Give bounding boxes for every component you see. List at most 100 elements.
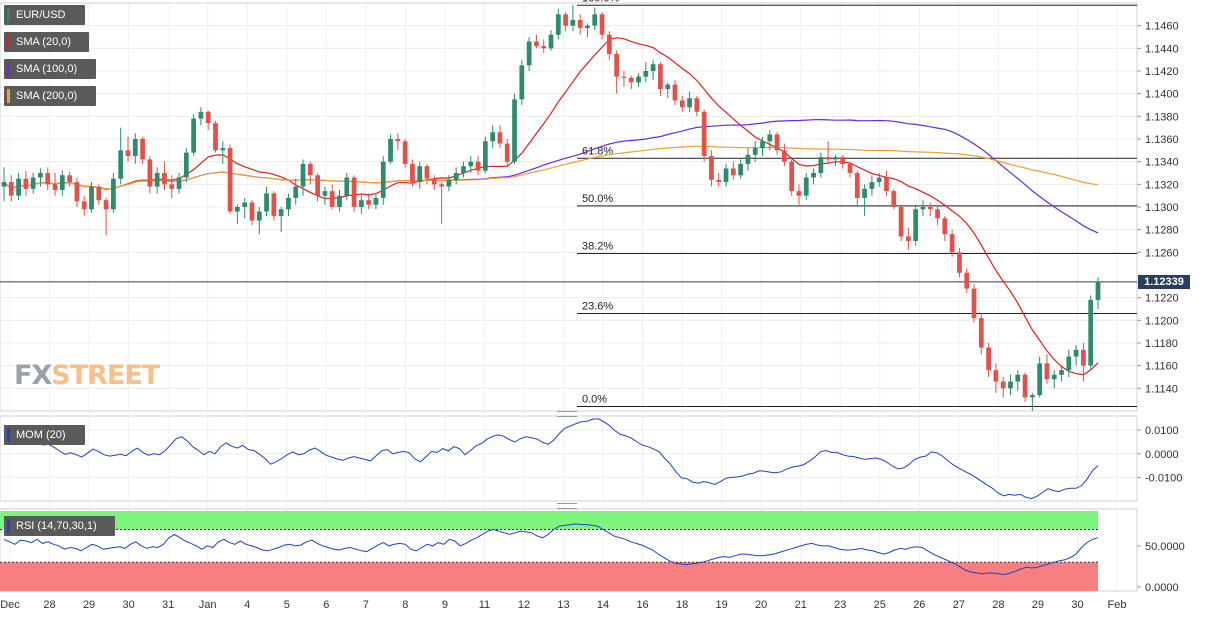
candle-body [1088, 299, 1094, 366]
candle-body [577, 20, 583, 28]
price-tick-label: 1.1300 [1145, 202, 1179, 214]
candle-body [672, 84, 678, 101]
legend-rsi[interactable]: RSI (14,70,30,1) [4, 516, 115, 536]
time-tick-label: 14 [597, 599, 609, 611]
time-tick-label: 7 [363, 599, 369, 611]
price-tick-label: 1.1140 [1145, 383, 1178, 395]
candle-body [23, 178, 29, 189]
price-tick-label: 1.1340 [1145, 157, 1179, 169]
candle-body [650, 64, 656, 71]
candle-body [424, 166, 430, 179]
price-tick-label: 1.1460 [1145, 21, 1179, 33]
rsi-swatch [7, 519, 10, 533]
candle-body [154, 173, 160, 187]
candle-body [373, 197, 379, 205]
candle-body [1066, 356, 1072, 371]
time-tick-label: 12 [518, 599, 530, 611]
panel-resize-handle[interactable] [557, 503, 577, 509]
candle-body [162, 173, 167, 185]
candle-body [315, 175, 320, 196]
candle-body [730, 168, 736, 176]
candle-body [957, 252, 962, 273]
fib-level-label: 23.6% [582, 301, 613, 313]
candle-body [760, 141, 765, 149]
candle-body [949, 234, 955, 253]
candle-body [242, 202, 248, 207]
candle-body [570, 20, 576, 26]
candle-body [796, 191, 802, 196]
candle-body [140, 139, 145, 160]
fib-level-label: 0.0% [582, 393, 607, 405]
candle-body [380, 161, 386, 198]
candle-body [679, 100, 685, 108]
candle-body [1051, 374, 1057, 380]
candle-body [249, 202, 255, 221]
time-tick-label: 18 [676, 599, 688, 611]
time-tick-label: 30 [122, 599, 134, 611]
rsi-line [3, 523, 1099, 576]
candle-body [913, 209, 919, 241]
time-tick-label: Dec [0, 599, 20, 611]
sma200-swatch [7, 89, 10, 103]
candle-body [701, 111, 707, 156]
candle-body [840, 157, 846, 164]
candle-body [402, 141, 408, 164]
time-tick-label: 29 [83, 599, 95, 611]
candle-body [344, 177, 350, 196]
candle-body [1044, 363, 1050, 380]
candle-body [395, 139, 401, 142]
candle-body [621, 76, 627, 78]
candle-body [52, 184, 58, 190]
candle-body [555, 14, 561, 35]
candle-body [833, 157, 838, 160]
candle-body [1, 182, 7, 187]
candle-body [482, 141, 488, 171]
candle-body [789, 161, 795, 192]
legend-sma20[interactable]: SMA (20,0) [4, 32, 89, 52]
price-tick-label: 1.1400 [1145, 89, 1179, 101]
candle-body [978, 318, 984, 348]
candle-body [526, 41, 532, 66]
candle-body [716, 179, 722, 183]
candle-body [782, 150, 787, 162]
candle-body [599, 14, 605, 35]
candle-body [45, 173, 51, 185]
price-tick-label: 1.1200 [1145, 315, 1179, 327]
candle-body [512, 99, 517, 162]
legend-sma200[interactable]: SMA (200,0) [4, 86, 96, 106]
rsi-overbought-zone [0, 511, 1098, 530]
legend-rsi-label: RSI (14,70,30,1) [16, 520, 97, 532]
candle-body [278, 209, 284, 217]
candle-body [453, 173, 459, 180]
candle-body [723, 168, 729, 183]
candle-body [1059, 370, 1064, 375]
candle-body [585, 25, 590, 28]
sma100-swatch [7, 62, 10, 76]
candle-body [118, 150, 124, 179]
legend-momentum[interactable]: MOM (20) [4, 425, 85, 445]
candle-body [111, 178, 116, 210]
candle-body [388, 139, 393, 162]
legend-symbol[interactable]: EUR/USD [4, 5, 85, 25]
candle-body [475, 161, 481, 171]
price-tick-label: 1.1160 [1145, 361, 1178, 373]
candle-body [103, 200, 109, 210]
candle-body [1022, 374, 1028, 398]
candle-body [271, 193, 277, 217]
panel-resize-handle[interactable] [557, 411, 577, 417]
momentum-swatch [7, 428, 10, 442]
candle-body [191, 118, 196, 153]
legend-sma100[interactable]: SMA (100,0) [4, 59, 96, 79]
price-tick-label: 1.1180 [1145, 338, 1178, 350]
time-tick-label: 11 [479, 599, 490, 611]
candle-body [942, 218, 948, 235]
time-tick-label: 5 [284, 599, 290, 611]
candle-body [81, 201, 87, 210]
candle-body [286, 197, 291, 210]
candle-body [213, 123, 218, 151]
fib-level-label: 50.0% [582, 193, 613, 205]
rsi-oversold-zone [0, 562, 1098, 591]
candle-body [1095, 281, 1101, 300]
